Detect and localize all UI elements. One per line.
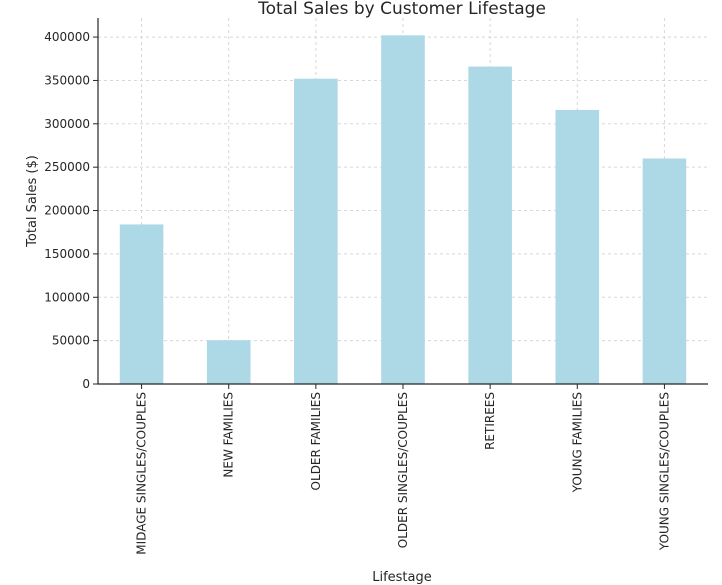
x-axis-label: Lifestage bbox=[372, 570, 432, 585]
x-tick-label: MIDAGE SINGLES/COUPLES bbox=[135, 392, 149, 555]
bar bbox=[468, 66, 512, 384]
y-tick-label: 150000 bbox=[44, 247, 90, 261]
x-tick-label: OLDER FAMILIES bbox=[309, 392, 323, 490]
chart-title: Total Sales by Customer Lifestage bbox=[257, 0, 546, 19]
y-tick-label: 350000 bbox=[44, 73, 90, 87]
bar bbox=[119, 224, 164, 384]
x-tick-label: OLDER SINGLES/COUPLES bbox=[396, 392, 410, 548]
x-tick-label: RETIREES bbox=[483, 392, 497, 450]
bar bbox=[555, 109, 600, 384]
y-ticks: 0 50000 100000 150000 200000 250000 300000 3500… bbox=[44, 30, 98, 391]
bar bbox=[294, 78, 338, 384]
y-tick-label: 200000 bbox=[44, 204, 90, 218]
bar bbox=[642, 158, 687, 384]
y-tick-label: 400000 bbox=[44, 30, 90, 44]
x-tick-label: YOUNG SINGLES/COUPLES bbox=[657, 392, 671, 551]
y-tick-label: 50000 bbox=[52, 334, 90, 348]
y-tick-label: 0 bbox=[82, 377, 90, 391]
bars bbox=[119, 35, 687, 384]
y-tick-label: 250000 bbox=[44, 160, 90, 174]
y-axis-label: Total Sales ($) bbox=[25, 155, 40, 248]
x-tick-label: YOUNG FAMILIES bbox=[570, 392, 584, 493]
bar bbox=[381, 35, 425, 384]
x-ticks: MIDAGE SINGLES/COUPLES NEW FAMILIES OLDER … bbox=[135, 384, 671, 555]
x-tick-label: NEW FAMILIES bbox=[222, 392, 236, 478]
bar bbox=[206, 340, 251, 384]
y-tick-label: 300000 bbox=[44, 117, 90, 131]
y-tick-label: 100000 bbox=[44, 290, 90, 304]
